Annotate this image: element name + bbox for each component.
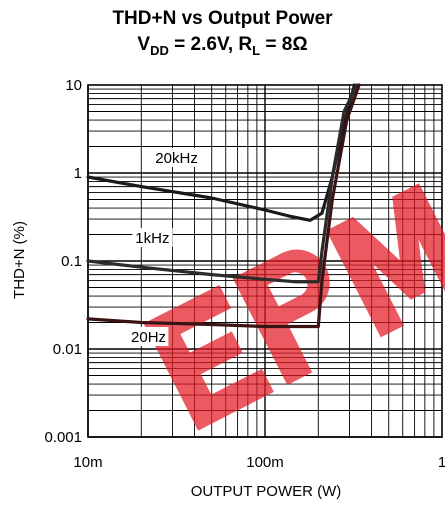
watermark-e-bottom bbox=[186, 368, 274, 431]
watermark-p-bowl bbox=[232, 249, 330, 337]
y-tick-label: 0.001 bbox=[44, 429, 82, 446]
chart-subtitle: VDD = 2.6V, RL = 8Ω bbox=[0, 34, 445, 58]
series-line-20hz bbox=[86, 83, 361, 329]
series-labels: 20kHz 1kHz 20Hz bbox=[128, 147, 202, 347]
y-tick-label: 0.1 bbox=[61, 253, 82, 270]
vdd-subscript: DD bbox=[150, 42, 169, 58]
y-tick-label: 10 bbox=[65, 77, 82, 94]
rl-subscript: L bbox=[252, 42, 261, 58]
series-label-bg bbox=[152, 147, 202, 167]
series-line-1khz bbox=[86, 83, 359, 284]
rl-value: = 8Ω bbox=[260, 34, 308, 55]
chart-title: THD+N vs Output Power bbox=[112, 8, 333, 29]
y-axis-label: THD+N (%) bbox=[11, 221, 28, 299]
y-tick-label: 0.01 bbox=[53, 341, 82, 358]
x-axis-label: OUTPUT POWER (W) bbox=[191, 483, 342, 500]
vdd-symbol: V bbox=[137, 34, 151, 55]
series-label-1khz: 1kHz bbox=[135, 230, 169, 247]
watermark-e-mid bbox=[164, 331, 243, 387]
x-tick-label: 10m bbox=[73, 454, 102, 471]
x-tick-label: 100m bbox=[246, 454, 284, 471]
x-tick-label: 1 bbox=[438, 454, 445, 471]
series-label-bg bbox=[128, 327, 169, 347]
series-line-20khz bbox=[86, 83, 356, 222]
tick-labels: 0.001 0.01 0.1 1 10 10m 100m 1 bbox=[44, 77, 445, 471]
series-label-20hz: 20Hz bbox=[131, 329, 166, 346]
series-label-20khz: 20kHz bbox=[155, 150, 198, 167]
vdd-value: = 2.6V, R bbox=[168, 34, 253, 55]
y-tick-label: 1 bbox=[74, 165, 82, 182]
series-lines bbox=[86, 83, 361, 329]
series-label-bg bbox=[132, 228, 173, 248]
